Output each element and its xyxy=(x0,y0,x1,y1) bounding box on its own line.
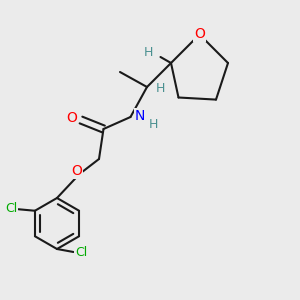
Text: Cl: Cl xyxy=(75,246,87,259)
Text: Cl: Cl xyxy=(5,202,17,215)
Text: O: O xyxy=(67,112,77,125)
Text: H: H xyxy=(148,118,158,131)
Text: H: H xyxy=(144,46,153,59)
Text: O: O xyxy=(71,164,82,178)
Text: N: N xyxy=(134,109,145,122)
Text: H: H xyxy=(156,82,165,95)
Text: O: O xyxy=(194,28,205,41)
